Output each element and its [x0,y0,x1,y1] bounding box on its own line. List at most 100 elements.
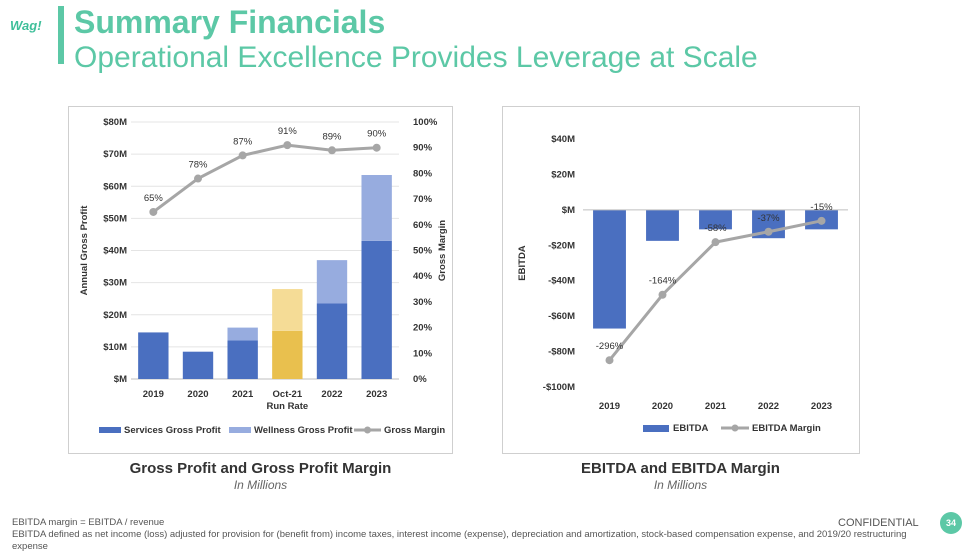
y-right-axis-title: Gross Margin [437,220,448,281]
x-tick-label: 2020 [652,401,673,412]
ebitda-caption: EBITDA and EBITDA Margin [581,460,780,477]
y-tick-label: $50M [103,213,127,224]
x-tick-sublabel: Run Rate [266,401,308,412]
y-tick-label: $60M [103,181,127,192]
x-tick-label: 2020 [187,389,208,400]
wellness-gross-profit-bar [361,175,392,241]
ebitda-margin-data-label: -37% [757,213,780,224]
y-right-tick-label: 50% [413,246,433,257]
services-gross-profit-bar [227,340,258,379]
gross-margin-data-label: 87% [233,136,253,147]
y-tick-label: $20M [551,169,575,180]
ebitda-caption-sub: In Millions [653,478,708,492]
y-tick-label: $80M [103,117,127,128]
gross-margin-data-label: 78% [188,160,208,171]
confidential-label: CONFIDENTIAL [838,517,919,529]
x-tick-label: Oct-21 [273,389,303,400]
x-tick-label: 2023 [811,401,832,412]
y-right-tick-label: 80% [413,168,433,179]
services-gross-profit-bar [316,303,348,379]
ebitda-bar [593,209,626,329]
gross-margin-data-label: 89% [322,131,342,142]
gross-profit-chart-panel: $M $10M $20M $30M $40M $50M $60M $70M $80M 0% 10% 2… [68,106,453,454]
services-gross-profit-bar [182,351,214,379]
gross-margin-line [152,143,377,214]
gross-margin-point [194,174,202,183]
y-tick-label: $M [562,205,575,216]
gross-margin-data-label: 91% [278,126,298,137]
gross-margin-point [149,207,158,216]
gross-margin-point [328,146,336,155]
page-number-badge: 34 [940,512,962,534]
y-right-tick-label: 90% [413,143,433,154]
y-axis-title: EBITDA [517,245,528,281]
y-tick-label: -$20M [548,240,575,251]
y-right-tick-label: 60% [413,220,433,231]
ebitda-margin-point [764,227,773,236]
services-gross-profit-bar [361,240,392,379]
gross-profit-caption-sub: In Millions [233,478,288,492]
ebitda-margin-point [605,356,614,365]
services-gross-profit-bar [138,332,169,379]
y-tick-label: -$80M [548,347,575,358]
legend-swatch-ebitda [643,425,669,432]
y-right-tick-label: 40% [413,271,433,282]
gross-margin-data-label: 90% [367,129,387,140]
gross-margin-point [238,151,247,160]
ebitda-bar [699,209,732,230]
wellness-gross-profit-bar [227,327,258,341]
x-tick-label: 2023 [366,389,387,400]
legend-label-ebitda: EBITDA [673,423,709,434]
gross-margin-data-label: 65% [144,193,164,204]
legend-label-services: Services Gross Profit [124,425,221,436]
x-tick-label: 2019 [599,401,620,412]
y-tick-label: $10M [103,342,127,353]
y-right-tick-label: 70% [413,194,433,205]
wellness-gross-profit-bar [272,289,303,331]
ebitda-margin-point [711,238,720,247]
y-tick-label: $20M [103,310,127,321]
ebitda-margin-data-label: -164% [649,276,677,287]
gross-profit-caption: Gross Profit and Gross Profit Margin [129,460,392,477]
y-tick-label: $30M [103,278,127,289]
legend-swatch-wellness [229,427,251,433]
legend-label-gross-margin: Gross Margin [384,425,445,436]
y-tick-label: $40M [551,134,575,145]
y-tick-label: $70M [103,149,127,160]
y-tick-label: -$100M [543,382,575,393]
ebitda-margin-data-label: -296% [596,341,624,352]
wellness-gross-profit-bar [316,260,348,304]
x-tick-label: 2021 [232,389,254,400]
y-tick-label: $40M [103,246,127,257]
ebitda-margin-point [817,216,826,225]
x-tick-label: 2019 [143,389,164,400]
legend-label-ebitda-margin: EBITDA Margin [752,423,821,434]
ebitda-margin-data-label: -58% [704,223,727,234]
footnote-ebitda-margin: EBITDA margin = EBITDA / revenue [12,517,165,528]
services-gross-profit-bar [272,330,303,379]
legend-label-wellness: Wellness Gross Profit [254,425,353,436]
ebitda-chart: -$100M-$80M-$60M-$40M-$20M$M$20M$40M-350… [517,134,848,434]
gross-margin-point [283,141,292,150]
y-tick-label: -$60M [548,311,575,322]
page-subtitle: Operational Excellence Provides Leverage… [74,41,758,74]
legend-marker-gross-margin [364,426,371,434]
y-right-tick-label: 0% [413,374,427,385]
x-tick-label: 2021 [705,401,727,412]
ebitda-margin-point [658,290,667,299]
x-tick-label: 2022 [758,401,779,412]
gross-margin-point [372,143,381,152]
x-tick-label: 2022 [321,389,342,400]
ebitda-chart-panel: -$100M-$80M-$60M-$40M-$20M$M$20M$40M-350… [502,106,860,454]
page-title: Summary Financials [74,4,386,40]
legend-swatch-services [99,427,121,433]
y-axis-title: Annual Gross Profit [79,205,90,296]
title-accent-bar [58,6,64,64]
ebitda-bar [646,209,679,241]
footnote-ebitda-definition: EBITDA defined as net income (loss) adju… [12,529,907,552]
wag-logo: Wag! [10,18,42,33]
y-right-tick-label: 10% [413,348,433,359]
gross-profit-chart: $M $10M $20M $30M $40M $50M $60M $70M $80M 0% 10% 2… [79,117,448,436]
legend-marker-ebitda-margin [731,424,739,432]
y-right-tick-label: 100% [413,117,438,128]
